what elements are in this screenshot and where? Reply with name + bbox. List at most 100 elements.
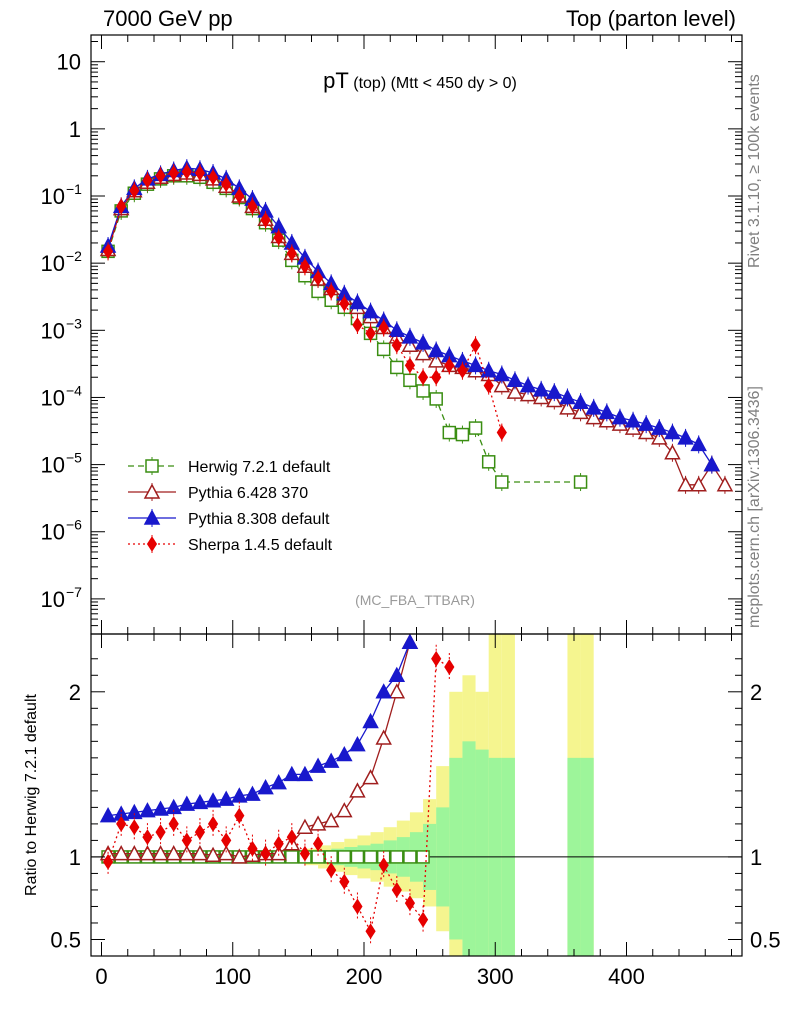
herwig-main-point xyxy=(495,475,509,489)
pythia-main-point xyxy=(651,419,668,435)
pythia-main-point xyxy=(506,371,524,388)
pythia-main-point xyxy=(427,352,445,368)
pythia-ratio-point xyxy=(362,769,379,785)
herwig-ratio-point xyxy=(363,850,378,864)
sherpa-main-point xyxy=(194,165,206,181)
herwig-main-point xyxy=(442,425,457,440)
sherpa-ratio-point xyxy=(391,882,402,898)
sherpa-main-point xyxy=(339,295,350,312)
ratio-frame xyxy=(90,633,743,957)
sherpa-main-point xyxy=(391,337,402,354)
pythia-ratio-point xyxy=(322,752,340,768)
pythia-main-point xyxy=(519,377,537,393)
sherpa-main-point xyxy=(483,377,494,394)
pythia-main-point xyxy=(493,377,511,393)
pythia-main-point xyxy=(624,412,642,428)
main-y-tick-exponent: −7 xyxy=(66,584,82,600)
herwig-ratio-point xyxy=(416,850,430,864)
pythia-ratio-point xyxy=(349,736,366,752)
plot-title: pT (top) (Mtt < 450 dy > 0) xyxy=(323,68,517,93)
sherpa-main-point xyxy=(444,357,455,374)
sherpa-ratio-point xyxy=(312,835,324,852)
pythia-ratio-point xyxy=(401,634,419,650)
pythia-ratio-point xyxy=(349,782,366,798)
pythia-ratio-point xyxy=(139,802,156,818)
sherpa-main-point xyxy=(352,317,363,333)
main-y-tick-exponent: −2 xyxy=(66,248,82,264)
pythia-main-point xyxy=(677,476,694,492)
main-y-tick-label: 10 xyxy=(41,587,65,612)
pythia-main-point xyxy=(414,334,432,350)
sherpa-main-point xyxy=(273,229,284,246)
herwig-ratio-point xyxy=(285,850,299,864)
sherpa-ratio-point xyxy=(286,829,297,846)
legend-marker-herwig xyxy=(145,459,159,473)
legend-label-herwig: Herwig 7.2.1 default xyxy=(188,459,331,476)
sherpa-ratio-point xyxy=(129,819,140,836)
x-tick-label: 200 xyxy=(346,964,383,989)
herwig-main-point xyxy=(481,455,496,469)
pythia-ratio-point xyxy=(178,795,196,811)
herwig-ratio-point xyxy=(403,850,417,864)
pythia-ratio-point xyxy=(244,785,261,801)
sherpa-ratio-point xyxy=(260,845,271,862)
pythia-ratio-point xyxy=(126,845,143,861)
sherpa-main-point xyxy=(378,319,389,336)
header-energy: 7000 GeV pp xyxy=(103,6,233,31)
ratio-y-tick-label: 2 xyxy=(69,680,81,705)
main-y-tick-exponent: −6 xyxy=(66,517,82,533)
pythia-ratio-point xyxy=(375,683,392,699)
herwig-main-point xyxy=(429,392,443,406)
pythia-ratio-point xyxy=(139,845,156,861)
herwig-main-point xyxy=(403,373,417,388)
pythia-ratio-point xyxy=(165,845,182,861)
sherpa-main-point xyxy=(102,243,114,260)
legend: Herwig 7.2.1 default Pythia 6.428 370 Pyth… xyxy=(128,457,333,554)
herwig-main-point xyxy=(455,427,470,442)
pythia-main-point xyxy=(388,321,406,338)
sherpa-ratio-point xyxy=(417,911,429,928)
sherpa-main-point xyxy=(470,337,481,354)
pythia-main-point xyxy=(716,476,734,492)
pythia-main-point xyxy=(493,365,511,382)
pythia-main-point xyxy=(598,403,616,420)
pythia-main-point xyxy=(362,303,379,319)
sherpa-ratio-point xyxy=(404,895,416,912)
pythia-main-point xyxy=(532,381,550,397)
sherpa-main-point xyxy=(142,172,153,189)
band-1-sigma-bin xyxy=(462,741,476,956)
sherpa-main-point xyxy=(168,165,179,181)
pythia-ratio-point xyxy=(257,778,274,795)
sherpa-ratio-point xyxy=(207,815,219,832)
herwig-main-point xyxy=(573,475,588,489)
main-y-tick-label: 10 xyxy=(57,50,81,75)
sherpa-ratio-point xyxy=(431,650,442,667)
pythia-main-point xyxy=(480,362,497,378)
sherpa-ratio-point xyxy=(299,845,311,862)
sherpa-main-point xyxy=(181,163,192,180)
ratio-series-group xyxy=(91,634,742,946)
main-y-tick-label: 10 xyxy=(41,453,65,478)
sherpa-ratio-point xyxy=(444,659,455,675)
sherpa-ratio-point xyxy=(194,824,206,841)
pythia-ratio-point xyxy=(309,815,327,831)
sherpa-main-point xyxy=(247,198,258,215)
sherpa-ratio-point xyxy=(168,815,179,832)
sherpa-main-point xyxy=(496,424,507,441)
ratio-y-tick-label-right: 2 xyxy=(750,680,762,705)
pythia-main-point xyxy=(651,429,668,445)
sherpa-main-point xyxy=(417,369,429,386)
pythia-main-point xyxy=(690,435,707,452)
sherpa-main-point xyxy=(431,369,442,386)
ratio-y-tick-label-right: 1 xyxy=(750,845,762,870)
pythia-ratio-point xyxy=(283,765,301,782)
pythia-ratio-line xyxy=(107,642,411,817)
main-y-tick-label: 10 xyxy=(41,251,65,276)
pythia-main-point xyxy=(572,403,589,420)
main-y-tick-label: 10 xyxy=(41,184,65,209)
band-1-sigma-bin xyxy=(475,749,489,956)
herwig-ratio-point xyxy=(350,850,365,864)
pythia-main-point xyxy=(703,456,721,472)
pythia-ratio-point xyxy=(178,845,196,861)
